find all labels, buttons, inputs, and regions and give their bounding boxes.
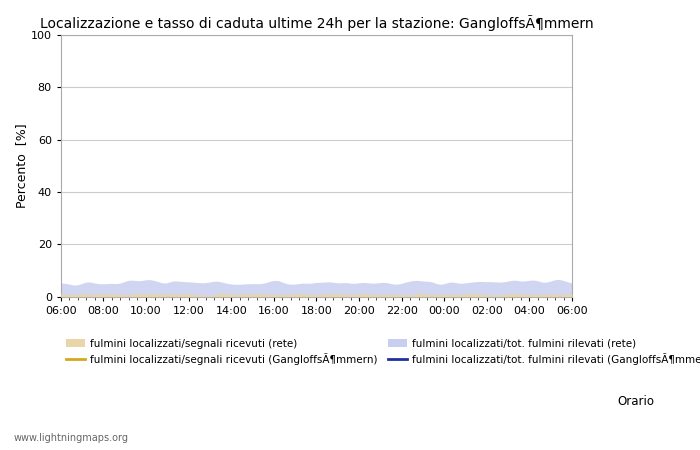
Legend: fulmini localizzati/segnali ricevuti (rete), fulmini localizzati/segnali ricevut: fulmini localizzati/segnali ricevuti (re…	[66, 338, 700, 364]
Text: www.lightningmaps.org: www.lightningmaps.org	[14, 433, 129, 443]
Text: Orario: Orario	[617, 395, 654, 408]
Title: Localizzazione e tasso di caduta ultime 24h per la stazione: GangloffsÃ¶mmern: Localizzazione e tasso di caduta ultime …	[40, 15, 594, 31]
Y-axis label: Percento  [%]: Percento [%]	[15, 123, 28, 208]
